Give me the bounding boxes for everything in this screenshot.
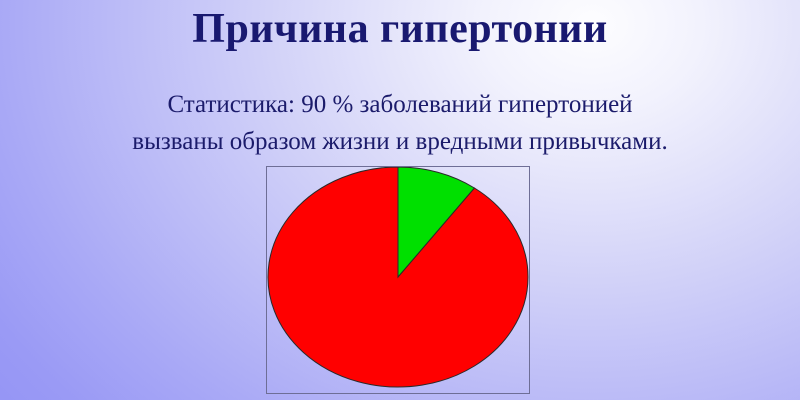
pie-slice-group bbox=[267, 167, 529, 388]
statistic-paragraph: Статистика: 90 % заболеваний гипертонией… bbox=[0, 88, 800, 159]
pie-chart bbox=[267, 167, 529, 388]
page-title: Причина гипертонии bbox=[192, 6, 608, 52]
statistic-line-2: вызваны образом жизни и вредными привычк… bbox=[132, 127, 668, 155]
statistic-line-1: Статистика: 90 % заболеваний гипертонией bbox=[167, 91, 633, 118]
pie-slice bbox=[397, 167, 476, 279]
pie-slice bbox=[267, 167, 529, 388]
pie-chart-frame bbox=[266, 166, 530, 394]
